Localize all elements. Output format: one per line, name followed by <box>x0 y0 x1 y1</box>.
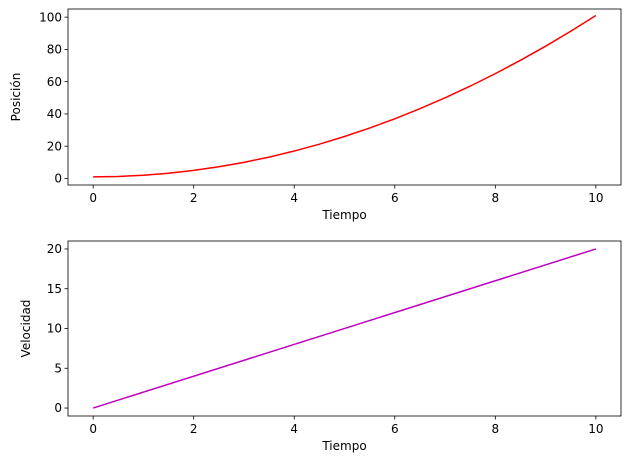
x-tick-label: 8 <box>491 191 499 205</box>
x-tick-label: 10 <box>588 191 603 205</box>
x-tick-label: 4 <box>290 422 298 436</box>
y-tick-label: 100 <box>39 10 62 24</box>
axes-frame <box>67 8 622 186</box>
y-axis-label: Velocidad <box>19 300 33 358</box>
y-tick-label: 5 <box>54 361 62 375</box>
x-tick-label: 10 <box>588 422 603 436</box>
subplot-2: 0 2 4 6 8 10 0 5 10 15 20 Tiempo Velocidad <box>19 240 622 453</box>
x-tick-label: 4 <box>290 191 298 205</box>
x-tick-label: 2 <box>190 422 198 436</box>
x-axis-label: Tiempo <box>321 439 366 453</box>
x-tick-label: 6 <box>391 422 399 436</box>
x-tick-label: 8 <box>491 422 499 436</box>
y-tick-label: 20 <box>47 242 62 256</box>
x-tick-label: 6 <box>391 191 399 205</box>
y-tick-label: 80 <box>47 43 62 57</box>
x-tick-label: 0 <box>89 422 97 436</box>
y-tick-label: 60 <box>47 75 62 89</box>
y-tick-label: 10 <box>47 322 62 336</box>
y-axis-label: Posición <box>9 73 23 122</box>
x-tick-label: 2 <box>190 191 198 205</box>
y-tick-label: 0 <box>54 172 62 186</box>
x-axis-label: Tiempo <box>321 208 366 222</box>
y-tick-label: 15 <box>47 282 62 296</box>
y-tick-label: 40 <box>47 107 62 121</box>
y-tick-label: 0 <box>54 401 62 415</box>
x-tick-label: 0 <box>89 191 97 205</box>
y-tick-label: 20 <box>47 139 62 153</box>
series-line-1 <box>92 248 597 409</box>
series-line-1 <box>93 14 597 178</box>
